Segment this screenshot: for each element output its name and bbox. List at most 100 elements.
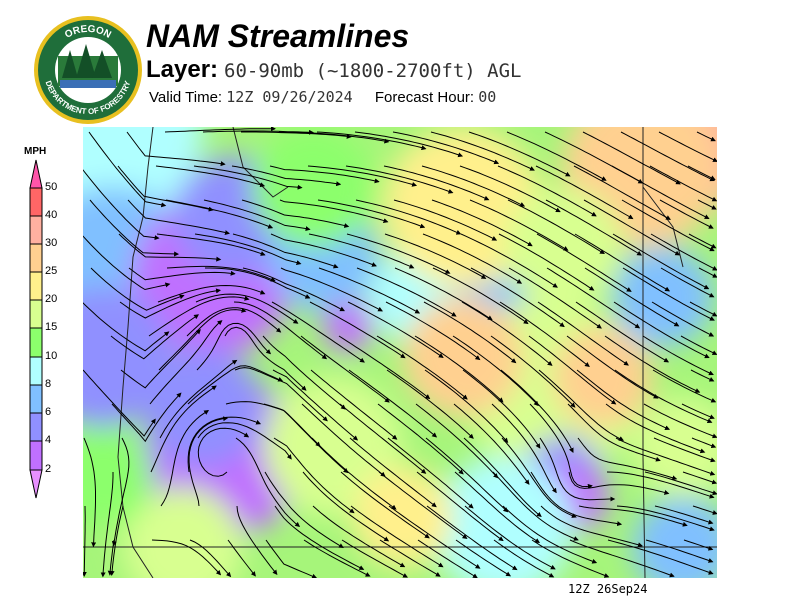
streamline	[197, 427, 250, 477]
streamline	[501, 437, 577, 518]
streamline	[424, 369, 509, 444]
legend-tick: 40	[45, 209, 58, 221]
streamline	[269, 165, 380, 184]
streamline	[584, 267, 680, 327]
logo-top-text: OREGON	[63, 24, 113, 41]
streamline	[654, 505, 714, 525]
streamline	[88, 131, 167, 208]
streamline	[159, 359, 238, 439]
streamline	[150, 385, 217, 473]
streamline	[690, 369, 715, 382]
streamline	[118, 233, 222, 262]
streamline	[528, 335, 617, 405]
streamline	[318, 267, 421, 314]
streamline	[278, 131, 390, 144]
streamline	[242, 267, 345, 312]
streamline	[241, 131, 352, 139]
streamline	[151, 539, 222, 576]
streamline	[682, 471, 717, 485]
streamline	[614, 369, 713, 423]
streamline	[658, 131, 717, 162]
streamline	[506, 131, 607, 181]
streamline	[109, 505, 124, 576]
streamline	[423, 301, 517, 364]
streamline	[460, 233, 558, 288]
streamline	[264, 471, 344, 549]
streamline	[649, 165, 717, 202]
streamline	[576, 369, 671, 430]
streamline	[660, 267, 715, 298]
legend-tick: 10	[45, 350, 58, 362]
streamline	[643, 403, 717, 439]
streamline	[346, 233, 451, 274]
legend-tick: 2	[45, 463, 52, 475]
streamline	[197, 422, 292, 460]
streamline	[234, 367, 328, 422]
streamline	[345, 165, 454, 194]
streamline	[394, 267, 493, 321]
streamline	[348, 369, 438, 438]
streamline	[491, 403, 557, 494]
forecast-hour-value: 00	[478, 88, 497, 106]
streamline	[453, 403, 530, 485]
streamline	[607, 539, 714, 575]
streamline	[425, 437, 509, 513]
speed-region	[433, 457, 573, 578]
streamline	[464, 505, 556, 570]
streamline	[577, 437, 678, 481]
streamline	[653, 437, 716, 463]
streamline	[188, 416, 229, 507]
legend-swatch-15-20	[29, 299, 43, 329]
streamline	[302, 471, 390, 542]
svg-text:OREGON: OREGON	[63, 24, 113, 41]
map-timestamp: 12Z 26Sep24	[568, 582, 648, 596]
streamline	[582, 131, 681, 185]
streamline	[195, 293, 299, 324]
streamline	[317, 199, 426, 229]
streamline	[205, 267, 311, 299]
legend-swatch-6-8	[29, 384, 43, 414]
streamline	[386, 369, 474, 439]
streamline	[155, 165, 266, 188]
streamline	[689, 301, 717, 317]
streamline	[692, 505, 717, 515]
streamline	[356, 267, 457, 317]
streamline	[499, 301, 590, 367]
streamline	[307, 165, 418, 187]
streamline	[497, 165, 597, 217]
streamline	[309, 301, 406, 359]
streamline	[316, 131, 427, 151]
streamline	[498, 233, 595, 291]
streamline	[100, 472, 114, 578]
streamline	[111, 437, 130, 547]
streamline	[469, 199, 569, 251]
streamline	[459, 165, 561, 213]
streamline	[90, 267, 185, 311]
streamline	[280, 267, 383, 312]
legend-tick: 4	[45, 434, 52, 446]
page-title: NAM Streamlines	[146, 18, 410, 54]
streamline	[355, 199, 462, 235]
legend-swatch-25-30	[29, 243, 43, 273]
streamline	[165, 199, 274, 229]
legend-tick: 6	[45, 406, 52, 418]
streamline	[156, 233, 266, 256]
streamline	[384, 233, 487, 279]
streamline	[119, 288, 221, 319]
streamline	[193, 165, 303, 190]
legend-tick: 20	[45, 293, 58, 305]
streamline	[158, 307, 247, 371]
streamline	[196, 322, 272, 371]
streamline	[235, 437, 301, 528]
streamline	[231, 165, 342, 187]
streamline	[354, 131, 464, 158]
streamline	[157, 284, 266, 303]
streamline	[431, 199, 533, 247]
streamline	[508, 267, 602, 329]
streamline	[311, 437, 397, 510]
streamline	[341, 539, 408, 578]
streamline	[650, 233, 717, 271]
legend-tick: 15	[45, 321, 58, 333]
streamline	[303, 539, 371, 577]
